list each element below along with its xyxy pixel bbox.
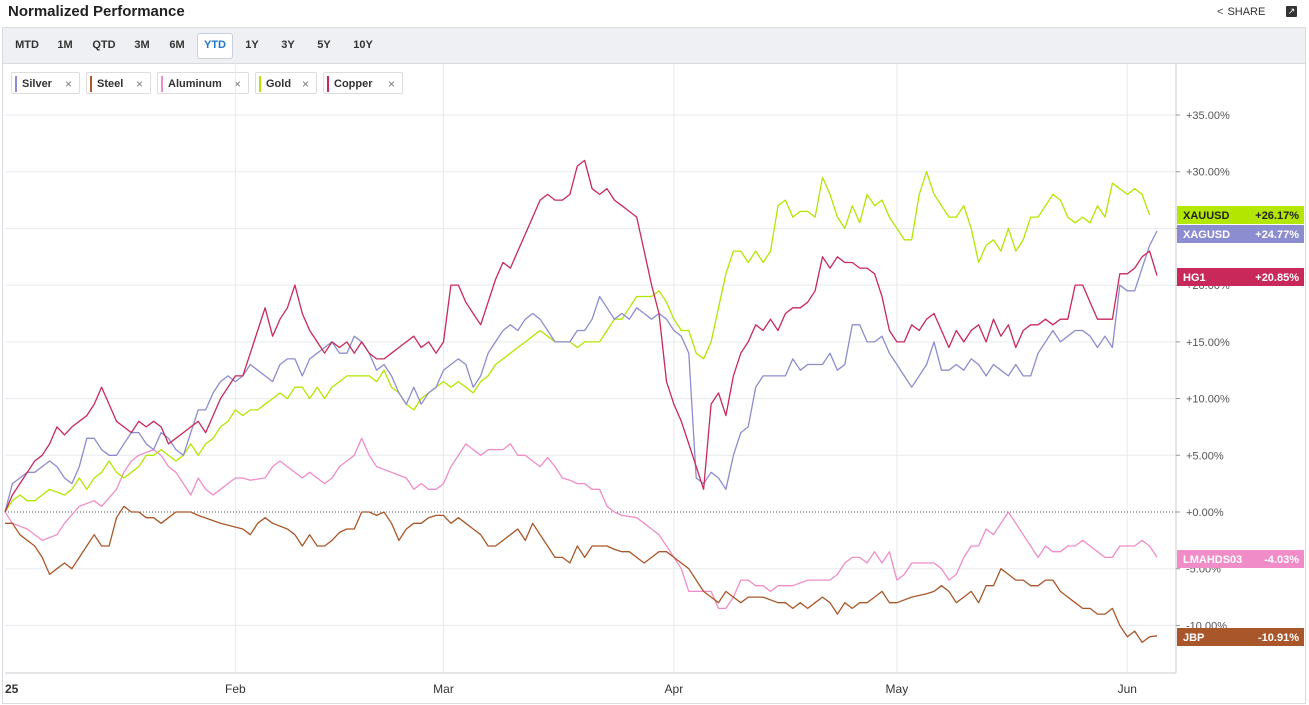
last-value-number: +20.85% — [1255, 272, 1299, 284]
last-value-ticker: XAUUSD — [1183, 210, 1230, 222]
share-button[interactable]: < SHARE — [1217, 6, 1265, 18]
legend-chip-copper[interactable]: Copper × — [323, 72, 403, 94]
series-line-aluminum — [4, 437, 1158, 610]
last-value-number: +26.17% — [1255, 210, 1299, 222]
last-value-ticker: XAGUSD — [1183, 229, 1230, 241]
series-line-silver — [4, 230, 1158, 513]
range-button-1y[interactable]: 1Y — [245, 39, 259, 51]
last-value-tag — [1177, 206, 1304, 224]
close-icon[interactable]: × — [301, 77, 309, 91]
legend-chip-steel[interactable]: Steel × — [86, 72, 151, 94]
last-value-ticker: HG1 — [1183, 272, 1206, 284]
range-button-10y[interactable]: 10Y — [353, 39, 373, 51]
legend-chip-gold[interactable]: Gold × — [255, 72, 317, 94]
legend-label: Aluminum — [168, 78, 222, 90]
x-tick-label: Jun — [1118, 682, 1137, 696]
last-value-tag — [1177, 628, 1304, 646]
close-icon[interactable]: × — [64, 77, 72, 91]
range-button-3y[interactable]: 3Y — [281, 39, 295, 51]
popout-icon[interactable]: ↗ — [1286, 6, 1297, 17]
last-value-tag — [1177, 225, 1304, 243]
series-line-steel — [5, 505, 1158, 644]
close-icon[interactable]: × — [135, 77, 143, 91]
range-button-6m[interactable]: 6M — [169, 39, 185, 51]
last-value-number: -10.91% — [1258, 632, 1299, 644]
range-button-ytd[interactable]: YTD — [197, 33, 233, 59]
y-tick-label: +10.00% — [1186, 394, 1230, 406]
last-value-number: -4.03% — [1264, 554, 1299, 566]
range-button-mtd[interactable]: MTD — [15, 39, 39, 51]
series-line-copper — [4, 159, 1158, 513]
range-button-1m[interactable]: 1M — [57, 39, 73, 51]
range-selector: MTD 1M QTD 3M 6M YTD 1Y 3Y 5Y 10Y — [3, 28, 1305, 64]
y-tick-label: +30.00% — [1186, 167, 1230, 179]
y-tick-label: +35.00% — [1186, 110, 1230, 122]
last-value-ticker: JBP — [1183, 632, 1204, 644]
x-tick-label: May — [886, 682, 909, 696]
page-title: Normalized Performance — [8, 3, 185, 20]
range-button-5y[interactable]: 5Y — [317, 39, 331, 51]
range-button-3m[interactable]: 3M — [134, 39, 150, 51]
chart-panel: MTD 1M QTD 3M 6M YTD 1Y 3Y 5Y 10Y Silver… — [2, 27, 1306, 704]
legend-label: Copper — [334, 78, 373, 90]
close-icon[interactable]: × — [233, 77, 241, 91]
x-tick-label: 25 — [5, 682, 19, 696]
last-value-number: +24.77% — [1255, 229, 1299, 241]
legend-label: Silver — [22, 78, 52, 90]
x-tick-label: Feb — [225, 682, 246, 696]
legend-label: Steel — [97, 78, 124, 90]
last-value-tag — [1177, 268, 1304, 286]
last-value-ticker: LMAHDS03 — [1183, 554, 1242, 566]
last-value-tag — [1177, 550, 1304, 568]
y-tick-label: +5.00% — [1186, 450, 1224, 462]
legend-chip-aluminum[interactable]: Aluminum × — [157, 72, 249, 94]
series-line-gold — [4, 171, 1151, 513]
y-tick-label: +15.00% — [1186, 337, 1230, 349]
close-icon[interactable]: × — [387, 77, 395, 91]
legend-chip-silver[interactable]: Silver × — [11, 72, 80, 94]
share-label: SHARE — [1227, 6, 1266, 18]
y-tick-label: +0.00% — [1186, 507, 1224, 519]
x-tick-label: Apr — [665, 682, 684, 696]
range-button-qtd[interactable]: QTD — [92, 39, 116, 51]
share-icon: < — [1217, 6, 1224, 18]
legend-label: Gold — [266, 78, 292, 90]
x-tick-label: Mar — [433, 682, 454, 696]
